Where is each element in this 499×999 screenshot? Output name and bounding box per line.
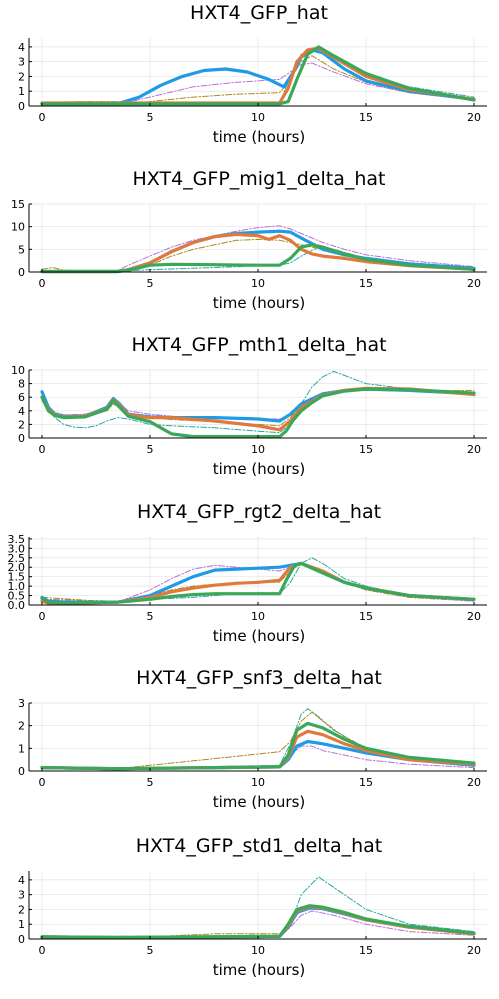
x-tick-label: 5	[146, 277, 153, 290]
x-tick-label: 15	[359, 610, 373, 623]
y-tick-label: 2	[18, 70, 25, 83]
x-tick-label: 15	[359, 111, 373, 124]
y-tick-label: 0.5	[8, 590, 26, 603]
y-tick-label: 6	[18, 391, 25, 404]
x-tick-label: 0	[38, 277, 45, 290]
x-tick-label: 5	[146, 610, 153, 623]
y-tick-label: 1	[18, 742, 25, 755]
y-tick-label: 2.5	[8, 552, 26, 565]
y-tick-label: 10	[11, 364, 25, 377]
series-line-2	[41, 225, 475, 272]
y-tick-label: 4	[18, 405, 25, 418]
series-line-2	[41, 62, 475, 105]
x-tick-label: 0	[38, 443, 45, 456]
x-tick-label: 15	[359, 277, 373, 290]
y-tick-label: 4	[18, 874, 25, 887]
x-tick-label: 20	[467, 443, 481, 456]
x-tick-label: 5	[146, 776, 153, 789]
x-axis-label: time (hours)	[213, 294, 306, 312]
x-tick-label: 20	[467, 610, 481, 623]
y-tick-label: 2	[18, 720, 25, 733]
series-line-5	[40, 232, 476, 274]
y-tick-label: 8	[18, 378, 25, 391]
y-tick-label: 2	[18, 903, 25, 916]
x-axis-label: time (hours)	[213, 128, 306, 146]
y-tick-label: 15	[11, 198, 25, 211]
y-tick-label: 0	[18, 100, 25, 113]
x-axis-label: time (hours)	[213, 460, 306, 478]
chart-title: HXT4_GFP_rgt2_delta_hat	[137, 501, 381, 523]
x-tick-label: 5	[146, 944, 153, 957]
y-tick-label: 3.0	[8, 542, 26, 555]
y-tick-label: 0.0	[8, 599, 26, 612]
x-tick-label: 0	[38, 610, 45, 623]
y-tick-label: 1	[18, 918, 25, 931]
x-tick-label: 15	[359, 776, 373, 789]
y-tick-label: 1	[18, 85, 25, 98]
chart-title: HXT4_GFP_snf3_delta_hat	[136, 667, 382, 689]
y-tick-label: 0	[18, 432, 25, 445]
x-tick-label: 20	[467, 944, 481, 957]
y-tick-label: 10	[11, 221, 25, 234]
x-tick-label: 20	[467, 111, 481, 124]
series-line-2	[41, 910, 475, 939]
x-tick-label: 15	[359, 443, 373, 456]
x-tick-label: 10	[251, 277, 265, 290]
x-tick-label: 15	[359, 944, 373, 957]
chart-title: HXT4_GFP_std1_delta_hat	[136, 835, 383, 857]
chart-panel-4: HXT4_GFP_rgt2_delta_hat 0 5 10 15 20 0.00.51.0…	[8, 501, 487, 645]
y-tick-label: 1.5	[8, 571, 26, 584]
series-line-1	[41, 370, 475, 434]
x-tick-label: 5	[146, 443, 153, 456]
series-line-6	[40, 561, 476, 605]
y-tick-label: 5	[18, 243, 25, 256]
y-tick-label: 2.0	[8, 561, 26, 574]
x-tick-label: 10	[251, 443, 265, 456]
chart-panel-5: HXT4_GFP_snf3_delta_hat 0 5 10 15 20 0 1 2 3 time …	[18, 667, 487, 811]
x-tick-label: 10	[251, 111, 265, 124]
chart-title: HXT4_GFP_hat	[190, 2, 328, 24]
chart-title: HXT4_GFP_mig1_delta_hat	[133, 168, 386, 190]
y-tick-label: 4	[18, 41, 25, 54]
y-tick-label: 3	[18, 697, 25, 710]
x-tick-label: 10	[251, 944, 265, 957]
x-tick-label: 0	[38, 944, 45, 957]
y-tick-label: 0	[18, 266, 25, 279]
x-tick-label: 0	[38, 111, 45, 124]
x-tick-label: 10	[251, 610, 265, 623]
chart-panel-2: HXT4_GFP_mig1_delta_hat 0 5 10 15 20 0 5 10 15 tim…	[11, 168, 487, 312]
x-tick-label: 10	[251, 776, 265, 789]
series-line-4	[40, 48, 476, 106]
chart-title: HXT4_GFP_mth1_delta_hat	[131, 334, 386, 356]
x-tick-label: 5	[146, 111, 153, 124]
y-tick-label: 0	[18, 765, 25, 778]
y-tick-label: 3.5	[8, 533, 26, 546]
y-tick-label: 3	[18, 56, 25, 69]
y-tick-label: 0	[18, 933, 25, 946]
x-tick-label: 20	[467, 776, 481, 789]
series-line-6	[40, 243, 476, 274]
y-tick-label: 3	[18, 889, 25, 902]
x-tick-label: 0	[38, 776, 45, 789]
y-tick-label: 1.0	[8, 580, 26, 593]
series-line-6	[40, 387, 476, 439]
x-axis-label: time (hours)	[213, 961, 306, 979]
x-tick-label: 20	[467, 277, 481, 290]
x-axis-label: time (hours)	[213, 793, 306, 811]
x-axis-label: time (hours)	[213, 627, 306, 645]
y-tick-label: 2	[18, 418, 25, 431]
